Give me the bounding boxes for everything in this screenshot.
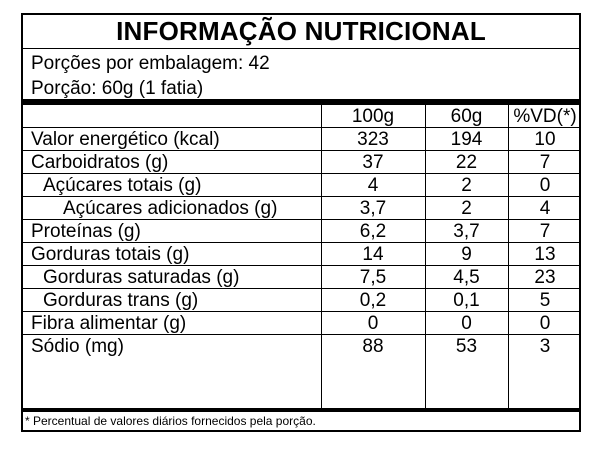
value-60g: 0,1	[453, 290, 480, 311]
value-60g: 4,5	[453, 267, 480, 288]
panel-title: INFORMAÇÃO NUTRICIONAL	[116, 16, 486, 46]
table-row: Gorduras trans (g) 0,2 0,1 5	[23, 289, 579, 312]
servings-per-package: Porções por embalagem: 42	[31, 53, 270, 74]
row-label: Proteínas (g)	[31, 221, 141, 242]
value-100g: 37	[362, 152, 384, 173]
table-row: Proteínas (g) 6,2 3,7 7	[23, 220, 579, 243]
value-60g: 2	[461, 175, 472, 196]
column-divider-100g	[321, 105, 322, 409]
value-100g: 3,7	[359, 198, 387, 219]
nutrition-facts-panel: INFORMAÇÃO NUTRICIONAL Porções por embal…	[21, 13, 581, 432]
value-100g: 14	[362, 244, 384, 265]
column-header-100g: 100g	[351, 106, 395, 127]
value-vd: 7	[539, 152, 551, 173]
value-vd: 0	[539, 175, 551, 196]
row-label: Valor energético (kcal)	[31, 129, 220, 150]
row-label: Gorduras saturadas (g)	[43, 267, 240, 288]
value-60g: 2	[461, 198, 472, 219]
value-100g: 0,2	[359, 290, 387, 311]
column-divider-vd	[508, 105, 509, 409]
column-header-60g: 60g	[450, 106, 483, 127]
value-60g: 0	[461, 313, 472, 334]
portion-divider	[23, 99, 579, 100]
value-vd: 23	[534, 267, 556, 288]
table-row: Gorduras totais (g) 14 9 13	[23, 243, 579, 266]
table-row: Açúcares adicionados (g) 3,7 2 4	[23, 197, 579, 220]
value-vd: 13	[534, 244, 556, 265]
value-100g: 323	[357, 129, 389, 150]
table-row: Gorduras saturadas (g) 7,5 4,5 23	[23, 266, 579, 289]
table-header-row: 100g 60g %VD(*)	[23, 105, 579, 128]
value-60g: 53	[455, 336, 478, 357]
value-60g: 22	[455, 152, 478, 173]
value-vd: 5	[539, 290, 551, 311]
row-label: Gorduras totais (g)	[31, 244, 190, 265]
header-thick-divider	[23, 100, 579, 105]
row-label: Açúcares adicionados (g)	[63, 198, 278, 219]
value-60g: 3,7	[453, 221, 480, 242]
value-vd: 0	[539, 313, 551, 334]
value-vd: 7	[539, 221, 551, 242]
table-row: Fibra alimentar (g) 0 0 0	[23, 312, 579, 335]
row-label: Açúcares totais (g)	[43, 175, 202, 196]
column-header-vd: %VD(*)	[513, 106, 577, 127]
value-vd: 3	[539, 336, 551, 357]
row-label: Carboidratos (g)	[31, 152, 169, 173]
value-100g: 6,2	[359, 221, 387, 242]
table-row: Sódio (mg) 88 53 3	[23, 335, 579, 358]
value-100g: 0	[367, 313, 379, 334]
value-100g: 7,5	[359, 267, 387, 288]
portion-size: Porção: 60g (1 fatia)	[31, 78, 204, 99]
row-label: Gorduras trans (g)	[43, 290, 199, 311]
table-row: Valor energético (kcal) 323 194 10	[23, 128, 579, 151]
title-divider	[23, 48, 579, 49]
column-divider-60g	[425, 105, 426, 409]
footer-thick-divider	[23, 408, 579, 412]
table-row: Carboidratos (g) 37 22 7	[23, 151, 579, 174]
value-vd: 10	[534, 129, 556, 150]
table-row: Açúcares totais (g) 4 2 0	[23, 174, 579, 197]
footnote: * Percentual de valores diários fornecid…	[25, 414, 316, 428]
row-label: Fibra alimentar (g)	[31, 313, 187, 334]
value-100g: 4	[367, 175, 379, 196]
value-60g: 9	[461, 244, 472, 265]
value-60g: 194	[450, 129, 483, 150]
value-100g: 88	[362, 336, 384, 357]
row-label: Sódio (mg)	[31, 336, 124, 357]
value-vd: 4	[539, 198, 551, 219]
